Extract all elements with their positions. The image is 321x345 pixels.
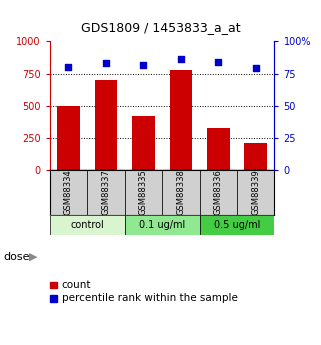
Text: GSM88338: GSM88338 xyxy=(176,169,185,215)
Text: GSM88336: GSM88336 xyxy=(214,169,223,215)
Text: GDS1809 / 1453833_a_at: GDS1809 / 1453833_a_at xyxy=(81,21,240,34)
Point xyxy=(66,65,71,70)
Bar xyxy=(95,80,117,170)
Bar xyxy=(57,106,80,170)
Text: percentile rank within the sample: percentile rank within the sample xyxy=(62,294,238,303)
Text: GSM88337: GSM88337 xyxy=(101,169,110,215)
Text: GSM88339: GSM88339 xyxy=(251,170,260,215)
Text: 0.1 ug/ml: 0.1 ug/ml xyxy=(139,220,185,230)
Point xyxy=(178,57,183,62)
Bar xyxy=(87,170,125,215)
Bar xyxy=(200,215,274,235)
Text: GSM88335: GSM88335 xyxy=(139,170,148,215)
Point xyxy=(141,62,146,67)
Bar xyxy=(245,143,267,170)
Text: GSM88334: GSM88334 xyxy=(64,170,73,215)
Bar xyxy=(207,128,230,170)
Bar xyxy=(50,215,125,235)
Text: 0.5 ug/ml: 0.5 ug/ml xyxy=(214,220,260,230)
Text: dose: dose xyxy=(3,252,30,262)
Text: control: control xyxy=(70,220,104,230)
Bar xyxy=(125,170,162,215)
Point xyxy=(253,66,258,71)
Bar xyxy=(132,116,155,170)
Bar xyxy=(162,170,200,215)
Bar xyxy=(200,170,237,215)
Bar xyxy=(50,170,87,215)
Text: count: count xyxy=(62,280,91,289)
Text: ▶: ▶ xyxy=(30,252,38,262)
Bar xyxy=(125,215,200,235)
Point xyxy=(216,59,221,65)
Point xyxy=(103,60,108,66)
Bar xyxy=(237,170,274,215)
Bar xyxy=(169,70,192,170)
